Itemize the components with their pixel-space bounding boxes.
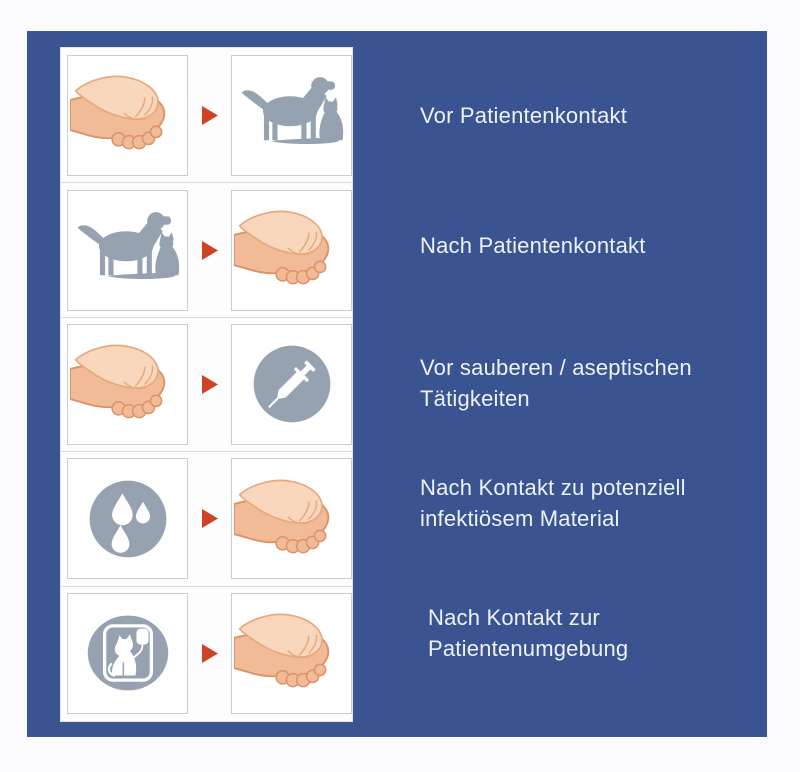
handwash-icon [234,595,350,711]
hygiene-row [61,316,352,451]
left-icon-box [67,458,188,580]
right-icon-box [231,592,352,714]
labels-column: Vor Patientenkontakt Nach Patientenkontak… [420,31,760,737]
right-icon-box [231,458,352,580]
hygiene-row [61,48,352,182]
dog-cat-icon [70,192,186,308]
hygiene-row [61,182,352,316]
arrow-right-icon [188,106,231,125]
handwash-icon [70,326,186,442]
row-label: Vor sauberen / aseptischen Tätigkeiten [420,355,692,411]
arrow-right-icon [188,241,231,260]
row-label: Nach Kontakt zu potenziell infektiösem M… [420,475,686,531]
handwash-icon [70,57,186,173]
syringe-circle-icon [234,326,350,442]
right-icon-box [231,189,352,311]
dog-cat-icon [234,57,350,173]
row-label: Nach Patientenkontakt [420,233,646,258]
handwash-icon [234,461,350,577]
handwash-icon [234,192,350,308]
row-label: Vor Patientenkontakt [420,103,628,128]
left-icon-box [67,592,188,714]
arrow-right-icon [188,644,231,663]
cat-environment-icon [70,595,186,711]
arrow-right-icon [188,375,231,394]
droplets-circle-icon [70,461,186,577]
left-icon-box [67,54,188,176]
cards-panel [60,47,353,722]
right-icon-box [231,323,352,445]
hygiene-row [61,585,352,720]
hygiene-row [61,451,352,585]
blue-panel: Vor Patientenkontakt Nach Patientenkontak… [27,31,767,737]
left-icon-box [67,189,188,311]
arrow-right-icon [188,509,231,528]
left-icon-box [67,323,188,445]
row-label: Nach Kontakt zur Patientenumgebung [428,605,629,661]
right-icon-box [231,54,352,176]
